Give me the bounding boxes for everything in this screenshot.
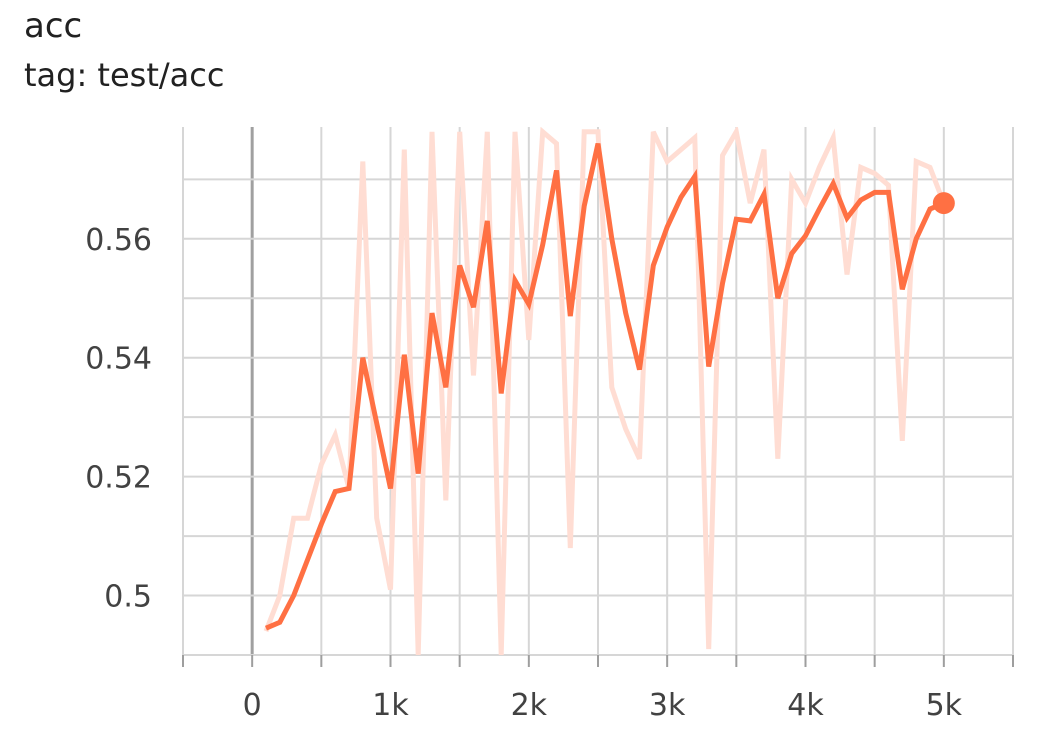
x-tick-label: 3k xyxy=(649,688,686,723)
y-tick-label: 0.52 xyxy=(85,461,152,496)
x-tick-label: 0 xyxy=(243,688,262,723)
raw-series-line xyxy=(263,127,947,655)
y-tick-label: 0.5 xyxy=(104,580,152,615)
chart-title: acc xyxy=(24,6,83,46)
y-tick-label: 0.54 xyxy=(85,342,152,377)
series-layer xyxy=(263,127,947,655)
y-tick-label: 0.56 xyxy=(85,223,152,258)
chart-tag: tag: test/acc xyxy=(24,56,225,94)
x-tick-label: 5k xyxy=(926,688,963,723)
smoothed-series-line xyxy=(265,143,945,631)
grid-layer xyxy=(182,127,1014,656)
tick-layer: 0 1k 2k 3k 4k 5k 0.5 0.52 0.54 0.56 xyxy=(85,223,1014,723)
x-tick-label: 1k xyxy=(372,688,409,723)
series-endpoint-marker xyxy=(932,192,955,215)
x-tick-label: 4k xyxy=(787,688,824,723)
x-tick-label: 2k xyxy=(511,688,548,723)
